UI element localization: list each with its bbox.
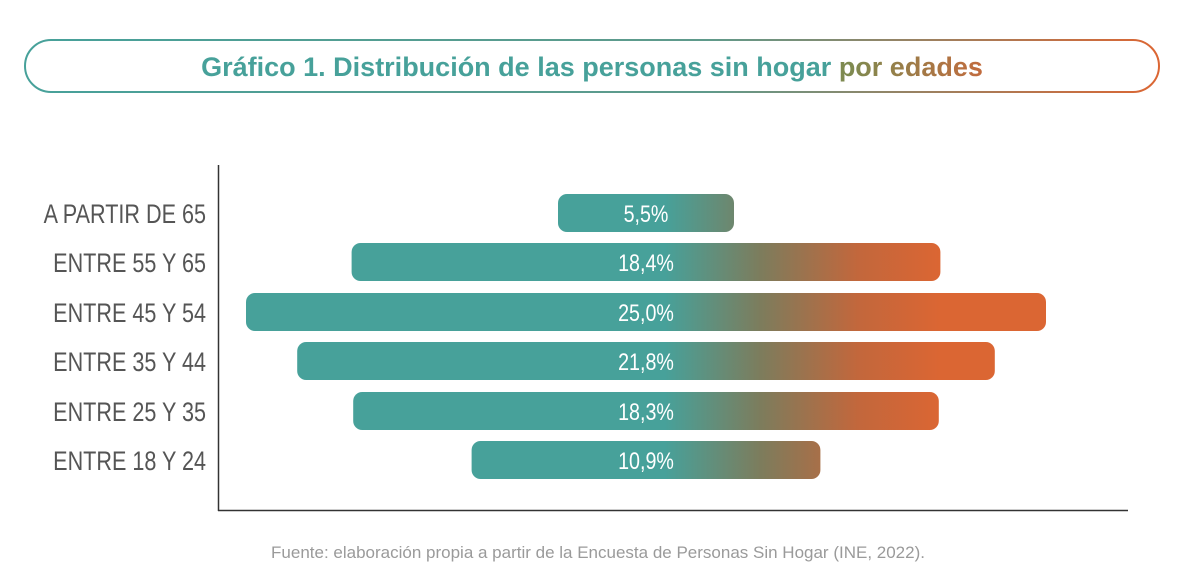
bar <box>351 243 941 281</box>
category-label: ENTRE 35 Y 44 <box>53 348 206 378</box>
source-note: Fuente: elaboración propia a partir de l… <box>271 543 925 562</box>
category-label: ENTRE 18 Y 24 <box>53 447 206 477</box>
bar <box>471 441 821 479</box>
bar <box>558 194 734 232</box>
chart-title: Gráfico 1. Distribución de las personas … <box>201 52 983 82</box>
data-label: 18,3% <box>618 398 674 425</box>
category-label: A PARTIR DE 65 <box>44 200 206 230</box>
category-label: ENTRE 25 Y 35 <box>53 398 206 428</box>
data-label: 10,9% <box>618 447 674 474</box>
title-frame <box>24 39 1160 93</box>
title-accent: por edades <box>839 52 983 82</box>
category-label: ENTRE 55 Y 65 <box>53 249 206 279</box>
data-label: 25,0% <box>618 299 674 326</box>
title-main: Gráfico 1. Distribución de las personas … <box>201 52 832 82</box>
bar <box>297 342 995 380</box>
data-label: 18,4% <box>618 249 674 276</box>
category-label: ENTRE 45 Y 54 <box>53 299 206 329</box>
bar <box>246 293 1046 331</box>
data-label: 21,8% <box>618 348 674 375</box>
data-label: 5,5% <box>624 200 669 227</box>
bar <box>353 392 939 430</box>
